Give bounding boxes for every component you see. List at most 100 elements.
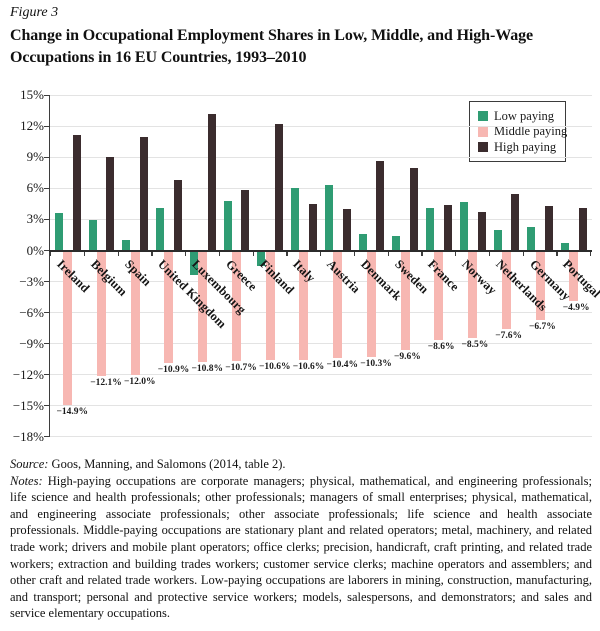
x-label-finland: Finland	[256, 256, 297, 297]
bar-low-paying-germany	[527, 226, 536, 251]
notes-paragraph: Notes: High-paying occupations are corpo…	[10, 473, 592, 622]
bar-middle-paying-united-kingdom	[164, 251, 174, 364]
source-text: Goos, Manning, and Salomons (2014, table…	[51, 457, 286, 471]
bar-middle-paying-belgium	[96, 251, 106, 376]
legend: Low paying Middle paying High paying	[469, 101, 567, 162]
bar-low-paying-united-kingdom	[156, 208, 165, 251]
bar-middle-paying-ireland	[63, 251, 73, 405]
bar-chart: Low paying Middle paying High paying 15%…	[0, 87, 600, 452]
data-label-united-kingdom: −10.9%	[157, 365, 190, 376]
x-axis-tick	[218, 251, 221, 256]
x-label-belgium: Belgium	[87, 256, 130, 299]
bar-middle-paying-spain	[130, 251, 140, 375]
bar-high-paying-belgium	[106, 157, 115, 251]
data-label-portugal: −4.9%	[562, 303, 590, 314]
high-paying-swatch-icon	[478, 142, 488, 153]
data-label-spain: −12.0%	[124, 376, 156, 387]
y-gridline--3	[50, 281, 592, 283]
bar-low-paying-netherlands	[493, 229, 502, 251]
bar-middle-paying-italy	[299, 251, 309, 361]
bar-high-paying-austria	[342, 209, 351, 251]
data-label-luxembourg: −10.8%	[191, 364, 224, 375]
bar-low-paying-italy	[291, 188, 300, 251]
y-axis-label--6: −6%	[19, 304, 44, 320]
bar-high-paying-denmark	[376, 161, 385, 251]
y-axis-label-9: 9%	[26, 149, 44, 165]
bar-low-paying-finland	[257, 251, 266, 267]
bar-high-paying-france	[443, 204, 452, 251]
bar-low-paying-denmark	[358, 233, 367, 251]
bar-middle-paying-sweden	[400, 251, 410, 350]
y-axis-label--3: −3%	[19, 273, 44, 289]
y-axis-tick	[44, 94, 50, 96]
legend-item-low-paying: Low paying	[478, 109, 565, 124]
bar-high-paying-united-kingdom	[173, 180, 182, 251]
x-axis-tick	[185, 251, 187, 256]
x-axis-tick	[353, 251, 356, 256]
bar-low-paying-ireland	[54, 213, 63, 251]
y-gridline--12	[50, 374, 592, 376]
data-label-italy: −10.6%	[292, 362, 325, 373]
y-axis-tick	[44, 187, 50, 190]
figure-title-line2: Occupations in 16 EU Countries, 1993–201…	[10, 48, 307, 66]
y-axis-tick	[44, 280, 50, 283]
x-axis-tick	[83, 251, 86, 256]
y-axis-tick	[44, 218, 50, 221]
source-prefix: Source:	[10, 457, 49, 471]
bar-high-paying-germany	[545, 205, 554, 251]
figure-title: Change in Occupational Employment Shares…	[10, 25, 595, 68]
bar-low-paying-austria	[324, 185, 333, 251]
x-axis-tick	[117, 251, 119, 256]
bar-middle-paying-finland	[265, 251, 275, 361]
data-label-germany: −6.7%	[529, 321, 556, 332]
data-label-austria: −10.4%	[326, 360, 359, 371]
y-axis-tick	[44, 312, 50, 314]
x-axis-tick	[522, 251, 524, 256]
x-axis-tick	[421, 251, 423, 256]
y-axis-tick	[44, 156, 50, 159]
legend-item-high-paying: High paying	[478, 140, 565, 155]
y-axis-tick	[44, 436, 50, 438]
bar-middle-paying-netherlands	[501, 251, 511, 330]
x-label-ireland: Ireland	[54, 256, 93, 295]
notes-prefix: Notes:	[10, 473, 43, 488]
y-gridline-6	[50, 187, 592, 189]
legend-item-middle-paying: Middle paying	[478, 124, 567, 140]
bar-high-paying-spain	[140, 136, 149, 251]
y-gridline--6	[50, 312, 592, 314]
bar-middle-paying-denmark	[366, 251, 376, 358]
x-axis-tick	[590, 251, 592, 256]
data-label-sweden: −9.6%	[394, 351, 421, 362]
bar-high-paying-luxembourg	[207, 113, 216, 251]
figure-footnotes: Source: Goos, Manning, and Salomons (201…	[10, 456, 592, 622]
bar-middle-paying-austria	[333, 251, 343, 359]
bar-low-paying-spain	[122, 240, 131, 251]
bar-middle-paying-france	[434, 251, 444, 340]
y-axis-label-15: 15%	[20, 87, 44, 103]
x-axis-tick	[286, 251, 288, 256]
y-gridline-12	[50, 125, 592, 127]
y-gridline-9	[50, 156, 592, 158]
y-axis-label--9: −9%	[19, 335, 44, 351]
x-axis-tick	[556, 251, 558, 256]
bar-high-paying-finland	[275, 124, 284, 251]
y-axis-label--18: −18%	[12, 428, 44, 444]
y-axis-label-0: 0%	[26, 242, 44, 258]
bar-low-paying-portugal	[561, 243, 570, 251]
data-label-netherlands: −7.6%	[495, 331, 523, 342]
y-axis-tick	[44, 249, 50, 252]
bar-middle-paying-germany	[535, 251, 545, 320]
data-label-norway: −8.5%	[461, 340, 489, 351]
x-axis-tick	[320, 251, 322, 256]
y-axis-label-3: 3%	[26, 211, 44, 227]
x-axis-tick	[488, 251, 491, 256]
bar-high-paying-ireland	[72, 134, 81, 251]
x-axis-tick	[252, 251, 254, 256]
middle-paying-swatch-icon	[478, 126, 488, 137]
x-axis-tick	[387, 251, 389, 256]
y-gridline-3	[50, 218, 592, 220]
source-line: Source: Goos, Manning, and Salomons (201…	[10, 456, 592, 473]
y-gridline--18	[50, 436, 592, 438]
data-label-denmark: −10.3%	[360, 359, 392, 370]
